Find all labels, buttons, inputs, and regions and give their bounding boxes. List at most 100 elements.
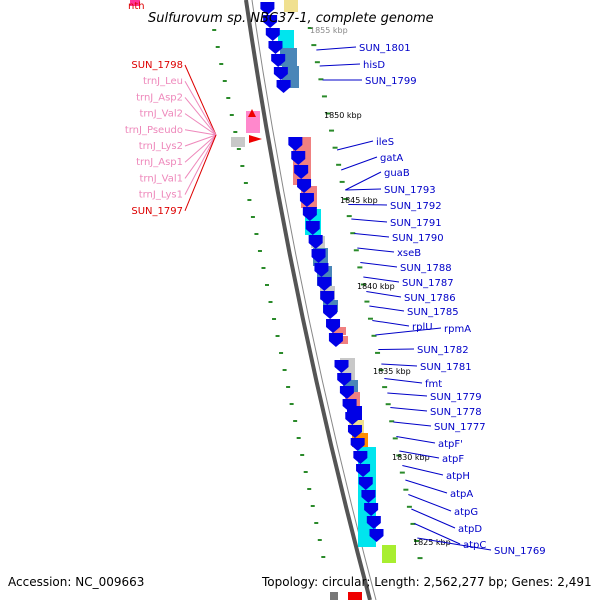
gene-label-right: SUN_1791 bbox=[390, 218, 442, 229]
gene-arrow bbox=[288, 137, 303, 151]
gene-label-right: SUN_1787 bbox=[402, 278, 454, 289]
leader-line bbox=[354, 233, 390, 238]
gene-arrow bbox=[345, 412, 360, 425]
leader-line bbox=[384, 378, 423, 384]
gene-label-right: guaB bbox=[384, 168, 410, 179]
gene-arrow bbox=[364, 503, 379, 516]
gene-label-right: SUN_1781 bbox=[420, 362, 472, 373]
gene-arrow bbox=[305, 221, 320, 235]
kbp-marker: 1825 kbp bbox=[413, 538, 451, 547]
gene-label-right: atpC bbox=[463, 540, 486, 551]
leader-line bbox=[184, 129, 217, 136]
kbp-marker: 1835 kbp bbox=[373, 367, 411, 376]
leader-line bbox=[184, 134, 217, 147]
gene-arrow bbox=[317, 277, 332, 291]
gene-block bbox=[284, 0, 298, 12]
gene-arrow bbox=[342, 399, 357, 412]
gene-label-nth: nth bbox=[128, 1, 145, 12]
left-label-group: SUN_1798 trnJ_Leu trnJ_Asp2 trnJ_Val2 trnJ_P… bbox=[125, 60, 183, 217]
gene-label-right: gatA bbox=[380, 153, 403, 164]
gene-label-right: SUN_1778 bbox=[430, 407, 482, 418]
gene-label-right: SUN_1792 bbox=[390, 201, 442, 212]
kbp-marker: 1845 kbp bbox=[340, 196, 378, 205]
gene-arrow bbox=[356, 464, 371, 477]
gene-arrow bbox=[366, 516, 381, 529]
gene-arrow bbox=[337, 373, 352, 386]
gene-label-right: ileS bbox=[376, 137, 394, 148]
gene-label-right: SUN_1779 bbox=[430, 392, 482, 403]
gene-label-left: SUN_1798 bbox=[131, 60, 183, 71]
gene-label-left: trnJ_Lys2 bbox=[139, 141, 183, 152]
kbp-marker: 1855 kbp bbox=[310, 26, 348, 35]
leader-line bbox=[372, 320, 410, 327]
gene-label-right: atpG bbox=[454, 507, 478, 518]
leader-line bbox=[381, 363, 418, 367]
leader-line bbox=[357, 247, 395, 253]
gene-label-left: trnJ_Leu bbox=[143, 76, 183, 87]
leader-line bbox=[319, 63, 361, 67]
kbp-marker: 1830 kbp bbox=[392, 453, 430, 462]
gene-label-right: SUN_1799 bbox=[365, 76, 417, 87]
leader-line bbox=[345, 188, 382, 191]
gene-label-right: xseB bbox=[397, 248, 421, 259]
gene-arrow bbox=[358, 477, 373, 490]
gene-arrow bbox=[347, 425, 362, 438]
leader-line bbox=[348, 204, 388, 206]
gene-arrow bbox=[299, 193, 314, 207]
leader-line bbox=[360, 262, 398, 268]
leader-line bbox=[345, 171, 382, 191]
gene-block bbox=[382, 545, 396, 563]
leader-line bbox=[316, 46, 357, 51]
leader-line bbox=[184, 113, 217, 136]
leader-line bbox=[366, 291, 402, 298]
gene-arrow bbox=[291, 151, 306, 165]
gene-arrow bbox=[311, 249, 326, 263]
leader-line bbox=[405, 479, 448, 494]
leader-line bbox=[341, 156, 378, 171]
leader-line bbox=[375, 327, 442, 336]
gene-label-right: fmt bbox=[425, 379, 442, 390]
leader-line bbox=[184, 134, 217, 163]
gene-feature-track bbox=[130, 0, 396, 600]
right-label-group: SUN_1801 hisD SUN_1799 ileS gatA guaB SUN_1793… bbox=[359, 43, 546, 557]
leader-line bbox=[336, 140, 374, 151]
gene-arrow bbox=[308, 235, 323, 249]
map-title: Sulfurovum sp. NBC37-1, complete genome bbox=[148, 11, 434, 26]
leader-line bbox=[184, 97, 217, 136]
leader-line bbox=[363, 276, 400, 283]
gene-label-right: SUN_1786 bbox=[404, 293, 456, 304]
leader-line bbox=[393, 421, 432, 427]
gene-label-left: trnJ_Val2 bbox=[140, 109, 183, 120]
gene-arrow bbox=[334, 360, 349, 373]
gene-arrow bbox=[323, 305, 338, 319]
gene-label-left: trnJ_Asp2 bbox=[136, 92, 183, 103]
gene-block bbox=[330, 592, 338, 600]
genome-backbone bbox=[244, 0, 372, 600]
gene-label-right: SUN_1769 bbox=[494, 546, 546, 557]
gene-arrow bbox=[276, 80, 291, 93]
gene-block bbox=[348, 592, 362, 600]
gene-arrow bbox=[263, 15, 278, 28]
gene-arrow bbox=[314, 263, 329, 277]
gene-label-right: rplU bbox=[412, 322, 433, 333]
gene-arrow bbox=[302, 207, 317, 221]
genome-backbone-inner bbox=[251, 0, 377, 600]
gene-arrow bbox=[265, 28, 280, 41]
leader-line bbox=[414, 523, 461, 545]
gene-arrow bbox=[320, 291, 335, 305]
gene-arrow bbox=[350, 438, 365, 451]
leader-line bbox=[184, 64, 217, 136]
gene-arrow bbox=[271, 54, 286, 67]
leader-line bbox=[378, 348, 415, 350]
gene-arrow bbox=[268, 41, 283, 54]
topology-text: Topology: circular; Length: 2,562,277 bp… bbox=[261, 575, 592, 589]
gene-label-left: trnJ_Asp1 bbox=[136, 157, 183, 168]
gene-label-right: atpF' bbox=[438, 439, 463, 450]
leader-line bbox=[396, 436, 436, 444]
gene-label-right: atpH bbox=[446, 471, 470, 482]
gene-arrow bbox=[297, 179, 312, 193]
leader-line bbox=[184, 134, 217, 179]
gene-block bbox=[332, 327, 346, 335]
leader-line bbox=[390, 407, 428, 412]
